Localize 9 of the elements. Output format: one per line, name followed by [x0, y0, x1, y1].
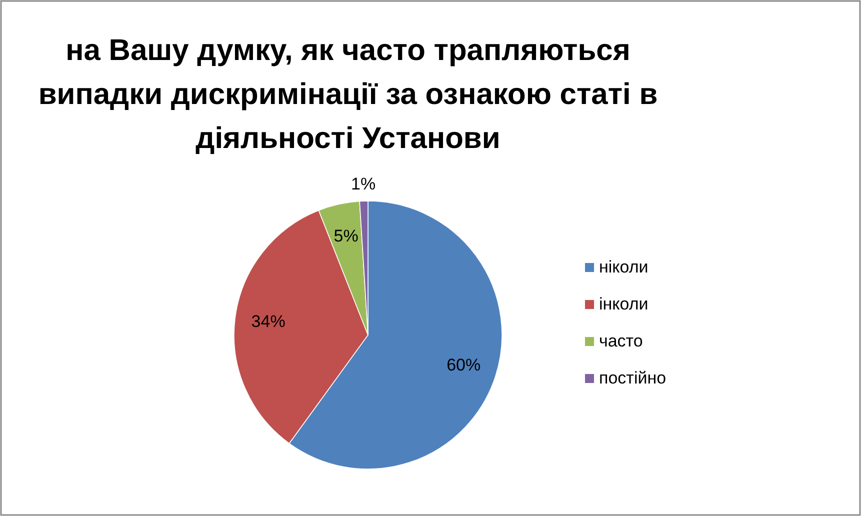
- data-label: 34%: [251, 312, 286, 331]
- legend-label: інколи: [599, 294, 648, 314]
- legend-label: ніколи: [599, 257, 648, 276]
- legend-label: постійно: [599, 368, 666, 388]
- data-label: 5%: [334, 226, 358, 246]
- chart-title: на Вашу думку, як часто трапляються випадки дискримінації за ознакою статі в діяльності Установи: [38, 34, 658, 155]
- legend-label: часто: [599, 331, 643, 350]
- data-label: 60%: [446, 356, 481, 375]
- data-label: 1%: [350, 174, 376, 194]
